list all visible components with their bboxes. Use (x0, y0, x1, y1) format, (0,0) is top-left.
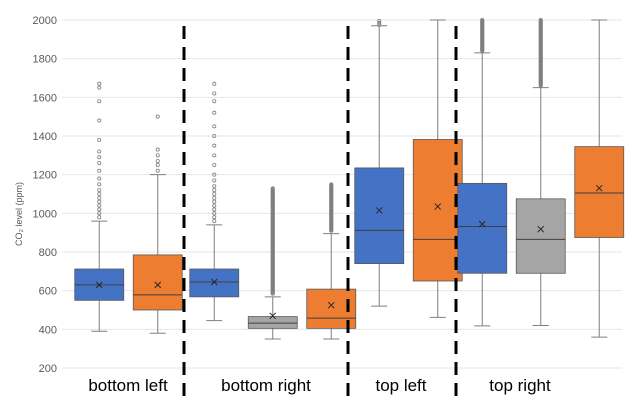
box-body (515, 198, 566, 274)
outlier-point (212, 188, 217, 193)
box-body (574, 146, 625, 238)
outlier-point (377, 22, 382, 27)
box-body (132, 254, 183, 311)
outlier-point (212, 191, 217, 196)
outlier-point (480, 17, 485, 22)
box-body (457, 182, 508, 274)
outlier-point (97, 118, 102, 123)
outlier-point (212, 184, 217, 189)
outlier-point (97, 155, 102, 160)
outlier-point (212, 199, 217, 204)
outlier-point (212, 110, 217, 115)
outlier-point (538, 17, 543, 22)
box-top-right-2 (515, 17, 566, 326)
outlier-point (97, 81, 102, 86)
outlier-point (377, 20, 382, 25)
group-label: bottom left (88, 376, 168, 395)
outlier-point (155, 168, 160, 173)
outlier-point (212, 81, 217, 86)
mean-marker (269, 312, 277, 320)
outlier-point (155, 162, 160, 167)
mean-marker (95, 281, 103, 289)
y-tick-label: 600 (39, 286, 57, 298)
y-tick-label: 1000 (33, 208, 57, 220)
box-bottom-left-1 (74, 81, 125, 332)
outlier-point (212, 219, 217, 224)
outlier-point (212, 178, 217, 183)
y-axis-label: CO₂ level (ppm) (14, 182, 24, 246)
box-bottom-right-1 (189, 81, 240, 322)
outlier-point (97, 99, 102, 104)
mean-marker (595, 184, 603, 192)
outlier-point (97, 168, 102, 173)
mean-marker (478, 220, 486, 228)
outlier-point (212, 124, 217, 129)
outlier-point (212, 143, 217, 148)
group-labels: bottom left bottom right top left top right (88, 376, 551, 395)
group-label: bottom right (221, 376, 311, 395)
outlier-point (97, 203, 102, 208)
group-label: top right (489, 376, 551, 395)
outlier-point (155, 114, 160, 119)
box-body (189, 268, 240, 298)
y-tick-label: 800 (39, 247, 57, 259)
outlier-point (212, 133, 217, 138)
box-series (74, 17, 625, 340)
outlier-point (97, 207, 102, 212)
y-axis-ticks: 200 400 600 800 1000 1200 1400 1600 1800 2000 (33, 15, 57, 375)
mean-marker (327, 301, 335, 309)
y-tick-label: 1800 (33, 54, 57, 66)
outlier-point (212, 172, 217, 177)
outlier-point (212, 91, 217, 96)
box-body (354, 167, 405, 264)
box-body (247, 316, 298, 329)
outlier-point (97, 176, 102, 181)
box-bottom-right-2 (247, 186, 298, 340)
outlier-point (97, 211, 102, 216)
mean-marker (537, 225, 545, 233)
outlier-point (377, 18, 382, 23)
y-tick-label: 1200 (33, 170, 57, 182)
outlier-point (97, 161, 102, 166)
mean-marker (210, 278, 218, 286)
outlier-point (155, 159, 160, 164)
group-label: top left (375, 376, 426, 395)
box-top-left-1 (354, 18, 405, 307)
outlier-point (212, 195, 217, 200)
y-tick-label: 400 (39, 324, 57, 336)
outlier-point (329, 182, 334, 187)
box-top-right-3 (574, 19, 625, 338)
y-tick-label: 200 (39, 363, 57, 375)
box-top-right-1 (457, 17, 508, 327)
mean-marker (154, 281, 162, 289)
y-tick-label: 2000 (33, 15, 57, 27)
outlier-point (212, 203, 217, 208)
outlier-point (155, 153, 160, 158)
outlier-point (155, 147, 160, 152)
y-tick-label: 1400 (33, 131, 57, 143)
box-top-left-2 (412, 19, 463, 318)
outlier-point (97, 85, 102, 90)
outlier-point (212, 215, 217, 220)
outlier-point (97, 195, 102, 200)
outlier-point (97, 188, 102, 193)
outlier-point (212, 211, 217, 216)
outlier-point (212, 99, 217, 104)
outlier-point (97, 137, 102, 142)
outlier-point (97, 199, 102, 204)
outlier-point (212, 207, 217, 212)
y-tick-label: 1600 (33, 92, 57, 104)
outlier-point (97, 215, 102, 220)
box-bottom-left-2 (132, 114, 183, 334)
mean-marker (434, 203, 442, 210)
outlier-point (97, 149, 102, 154)
outlier-point (270, 186, 275, 191)
outlier-point (212, 162, 217, 167)
mean-marker (375, 207, 383, 214)
outlier-point (97, 191, 102, 196)
outlier-point (212, 153, 217, 158)
outlier-point (97, 182, 102, 187)
